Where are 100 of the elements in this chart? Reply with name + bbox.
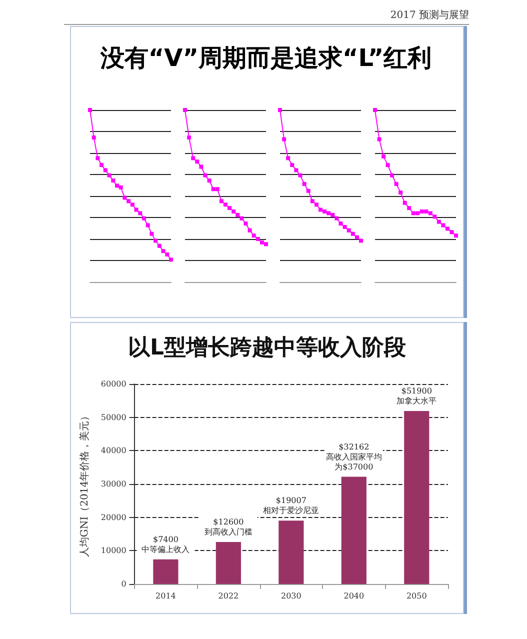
- text: 没有“V”周期而是追求“L”红利: [99, 43, 433, 74]
- point: [100, 163, 104, 168]
- point: [314, 202, 318, 207]
- y-tick-label: 30000: [100, 480, 126, 488]
- point: [248, 228, 252, 232]
- point: [411, 211, 416, 216]
- point: [286, 156, 290, 160]
- point: [306, 188, 310, 193]
- point: [92, 136, 96, 140]
- point: [228, 206, 232, 210]
- x-tick-label: 2030: [280, 592, 302, 600]
- point: [454, 234, 458, 238]
- point: [354, 235, 359, 240]
- point: [157, 244, 162, 248]
- y-tick-label: 60000: [100, 380, 126, 388]
- point: [359, 238, 363, 243]
- point: [150, 232, 154, 236]
- point: [436, 220, 441, 224]
- point: [334, 216, 339, 220]
- point: [224, 202, 228, 207]
- point: [428, 211, 432, 216]
- point: [294, 168, 298, 172]
- point: [350, 232, 355, 236]
- y-tick-label: 10000: [100, 546, 126, 556]
- point: [264, 242, 268, 246]
- point: [134, 208, 138, 212]
- point: [346, 228, 351, 232]
- data-label: $12600 到高收入门槛: [204, 518, 252, 536]
- point: [169, 258, 173, 262]
- y-tick-label: 50000: [100, 412, 126, 422]
- point: [407, 206, 412, 210]
- point: [96, 156, 100, 160]
- point: [111, 178, 116, 183]
- point: [183, 108, 187, 112]
- point: [115, 184, 119, 188]
- data-label: $19007 相对于爱沙尼亚: [263, 496, 320, 516]
- data-label: $51900 加拿大水平: [396, 386, 437, 406]
- point: [107, 173, 112, 178]
- point: [450, 230, 454, 234]
- point: [211, 187, 216, 192]
- point: [165, 252, 170, 256]
- point: [298, 173, 302, 178]
- point: [203, 173, 208, 178]
- bar: [404, 411, 430, 584]
- point: [161, 249, 166, 254]
- point: [215, 187, 220, 192]
- point: [240, 216, 244, 220]
- point: [244, 222, 248, 226]
- point: [330, 212, 335, 217]
- point: [377, 137, 382, 142]
- point: [416, 211, 420, 216]
- point: [342, 224, 347, 229]
- point: [191, 156, 196, 160]
- bar: [341, 476, 366, 584]
- x-tick-label: 2040: [344, 592, 364, 600]
- point: [154, 238, 158, 243]
- point: [310, 199, 314, 204]
- point: [199, 164, 204, 169]
- point: [260, 240, 264, 244]
- point: [398, 190, 403, 195]
- point: [195, 160, 200, 164]
- x-tick-label: 2022: [218, 592, 239, 600]
- point: [394, 182, 398, 186]
- data-label: $7400 中等偏上收入: [142, 534, 190, 554]
- point: [382, 154, 386, 158]
- point: [432, 214, 437, 219]
- point: [441, 223, 446, 228]
- point: [290, 163, 294, 168]
- point: [420, 209, 424, 214]
- point: [103, 168, 108, 172]
- text: 2017 预测与展望: [390, 8, 469, 22]
- point: [256, 237, 260, 241]
- point: [88, 108, 92, 112]
- point: [130, 202, 134, 207]
- point: [236, 212, 240, 217]
- point: [390, 173, 394, 178]
- x-tick-label: 2050: [406, 592, 427, 600]
- chart-title: 以L型增长跨越中等收入阶段: [128, 336, 408, 360]
- point: [386, 163, 390, 168]
- point: [207, 178, 212, 183]
- point: [219, 199, 224, 204]
- point: [138, 211, 142, 216]
- point: [142, 216, 146, 220]
- point: [118, 185, 123, 190]
- y-axis-title: 人均GNI（2014年价格，美元）: [78, 410, 90, 558]
- x-tick-label: 2014: [156, 592, 176, 600]
- point: [402, 200, 407, 205]
- point: [424, 209, 428, 214]
- bar: [278, 520, 304, 584]
- point: [126, 199, 131, 204]
- point: [252, 234, 256, 238]
- point: [322, 209, 327, 214]
- point: [187, 136, 192, 140]
- bar: [216, 542, 241, 584]
- point: [232, 209, 236, 214]
- point: [282, 137, 286, 142]
- point: [278, 108, 282, 112]
- point: [326, 211, 331, 216]
- data-label: $32162 高收入国家平均为$37000: [326, 442, 382, 472]
- point: [302, 182, 306, 186]
